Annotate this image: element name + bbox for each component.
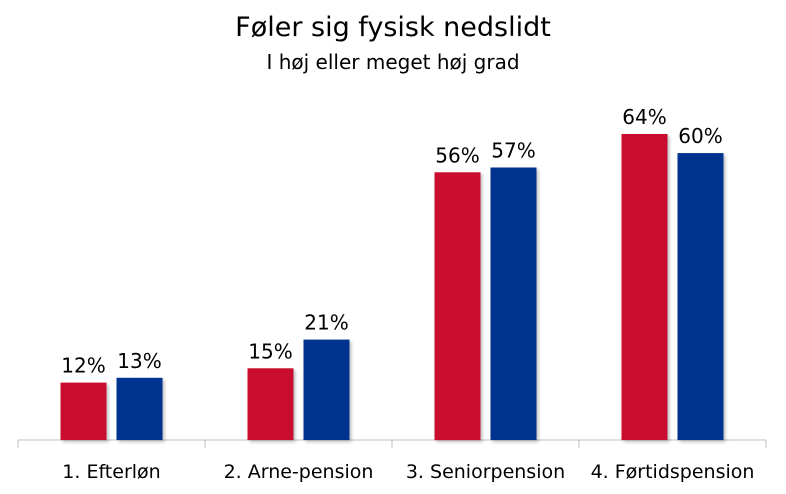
data-label-1-2: 15% — [248, 339, 292, 363]
data-label-2-1: 13% — [117, 349, 161, 373]
bar-2-1 — [116, 377, 163, 440]
bar-2-3 — [490, 167, 537, 440]
bar-1-2 — [247, 368, 294, 440]
data-label-2-2: 21% — [304, 311, 348, 335]
bar-1-1 — [60, 382, 107, 440]
data-label-1-1: 12% — [61, 354, 105, 378]
chart-title: Føler sig fysisk nedslidt — [235, 12, 551, 43]
category-label-4: 4. Førtidspension — [591, 461, 755, 483]
bar-2-4 — [677, 153, 724, 440]
data-label-1-4: 64% — [622, 105, 666, 129]
bar-2-2 — [303, 339, 350, 440]
category-label-3: 3. Seniorpension — [406, 461, 565, 483]
bar-1-4 — [621, 134, 668, 440]
data-label-2-4: 60% — [678, 124, 722, 148]
category-label-1: 1. Efterløn — [62, 461, 160, 483]
category-label-2: 2. Arne-pension — [224, 461, 374, 483]
chart-subtitle: I høj eller meget høj grad — [266, 50, 520, 74]
data-label-1-3: 56% — [435, 143, 479, 167]
data-label-2-3: 57% — [491, 139, 535, 163]
bar-1-3 — [434, 172, 481, 441]
